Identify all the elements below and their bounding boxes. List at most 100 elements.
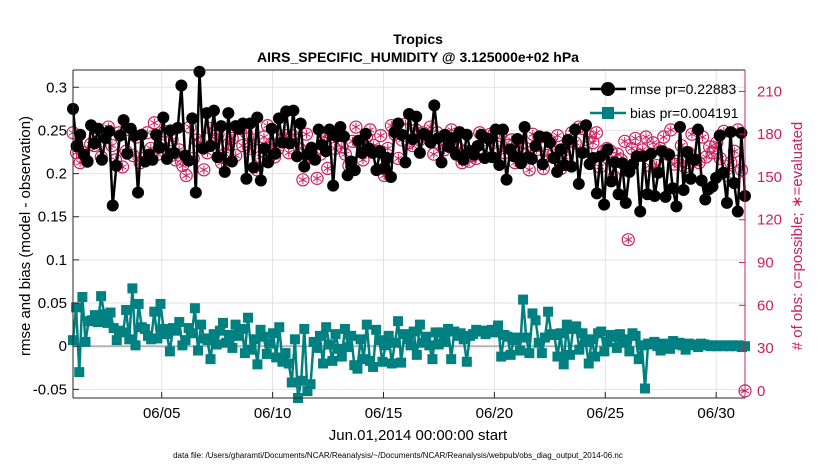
bias-point (218, 317, 229, 328)
rmse-point (496, 123, 509, 136)
bias-point (458, 334, 469, 345)
rmse-point (569, 123, 582, 136)
bias-point (286, 377, 297, 388)
bias-point (180, 335, 191, 346)
bias-point (327, 355, 338, 366)
rmse-point (337, 130, 350, 143)
nobs-evaluated-point (298, 175, 308, 185)
rmse-point (287, 104, 300, 117)
rmse-point (348, 164, 361, 177)
bias-point (152, 333, 163, 344)
rmse-point (193, 65, 206, 78)
bias-point (621, 337, 632, 348)
rmse-point (294, 117, 307, 130)
rmse-point (410, 110, 423, 123)
bias-point (489, 327, 500, 338)
bias-point (599, 346, 610, 357)
y-tick-label: 0.3 (46, 79, 67, 96)
y-tick-label: 0.15 (38, 209, 67, 226)
bias-point (564, 349, 575, 360)
bias-point (246, 344, 257, 355)
nobs-evaluated-point (709, 148, 718, 158)
bias-point (177, 340, 188, 351)
rmse-point (153, 141, 166, 154)
bias-point (74, 367, 85, 378)
nobs-evaluated-point (620, 136, 629, 146)
bias-point (311, 342, 322, 353)
bias-point (130, 340, 141, 351)
bias-point (280, 348, 291, 359)
x-tick-label: 06/15 (365, 405, 403, 422)
bias-point (324, 339, 335, 350)
bias-point (224, 329, 235, 340)
bias-point (374, 335, 385, 346)
rmse-point (215, 120, 228, 133)
bias-point (71, 302, 82, 313)
bias-point (343, 342, 354, 353)
rmse-point (525, 152, 538, 165)
rmse-point (529, 139, 542, 152)
rmse-point (319, 145, 332, 158)
rmse-point (554, 143, 567, 156)
bias-point (368, 361, 379, 372)
rmse-point (616, 157, 629, 170)
bias-point (186, 328, 197, 339)
bias-point (608, 331, 619, 342)
legend-bias-marker (602, 107, 614, 119)
rmse-point (460, 128, 473, 141)
rmse-point (384, 171, 397, 184)
footnote: data file: /Users/gharamti/Documents/NCA… (173, 451, 623, 460)
bias-point (127, 283, 138, 294)
bias-point (533, 337, 544, 348)
bias-point (305, 379, 316, 390)
bias-point (321, 322, 332, 333)
bias-point (536, 348, 547, 359)
bias-point (271, 352, 282, 363)
bias-point (411, 349, 422, 360)
x-tick-label: 06/05 (143, 405, 181, 422)
nobs-evaluated-point (666, 125, 675, 135)
bias-point (436, 327, 447, 338)
y-tick-label: -0.05 (33, 381, 67, 398)
rmse-point (565, 160, 578, 173)
rmse-series (67, 65, 751, 218)
rmse-point (171, 121, 184, 134)
rmse-point (619, 196, 632, 209)
tick-labels: 06/05 06/10 06/15 06/20 06/25 06/30 -0.05 0 0.05… (33, 79, 782, 422)
bias-point (552, 351, 563, 362)
bias-point (430, 327, 441, 338)
nobs-evaluated-point (284, 148, 293, 158)
bias-point (455, 328, 466, 339)
rmse-point (222, 107, 235, 120)
rmse-point (103, 125, 116, 138)
bias-point (314, 330, 325, 341)
chart-subtitle: AIRS_SPECIFIC_HUMIDITY @ 3.125000e+02 hP… (257, 49, 579, 65)
nobs-evaluated-point (641, 132, 651, 142)
bias-point (308, 336, 319, 347)
x-tick-label: 06/20 (476, 405, 514, 422)
nobs-possible-point (589, 126, 604, 140)
bias-point (446, 354, 457, 365)
y-right-tick-label: 210 (757, 83, 782, 100)
rmse-point (106, 199, 119, 212)
nobs-possible-point (179, 168, 193, 183)
bias-point (502, 331, 513, 342)
bias-point (274, 322, 285, 333)
nobs-possible-point (296, 173, 310, 187)
bias-point (630, 330, 641, 341)
y-right-tick-label: 60 (757, 297, 774, 314)
bias-point (518, 294, 529, 305)
nobs-evaluated-point (670, 159, 679, 169)
nobs-evaluated-point (624, 235, 633, 245)
nobs-evaluated-point (592, 128, 601, 138)
bias-point (549, 329, 560, 340)
bias-point (302, 386, 313, 397)
bias-point (139, 323, 150, 334)
rmse-point (150, 128, 163, 141)
bias-point (124, 334, 135, 345)
rmse-point (146, 153, 159, 166)
rmse-point (435, 156, 448, 169)
bias-point (227, 342, 238, 353)
bias-point (339, 323, 350, 334)
rmse-point (132, 186, 145, 199)
